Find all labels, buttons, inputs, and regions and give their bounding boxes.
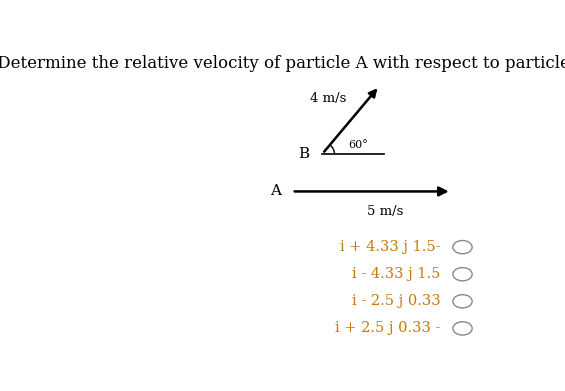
Text: 60°: 60°	[348, 140, 368, 150]
Text: i - 4.33 j 1.5: i - 4.33 j 1.5	[352, 267, 441, 281]
Text: 4 m/s: 4 m/s	[310, 92, 346, 105]
Text: i - 2.5 j 0.33: i - 2.5 j 0.33	[352, 294, 441, 308]
Text: 5 m/s: 5 m/s	[367, 205, 403, 218]
Text: i + 2.5 j 0.33 -: i + 2.5 j 0.33 -	[335, 321, 441, 335]
Text: B: B	[298, 147, 309, 161]
Text: A: A	[270, 185, 281, 199]
Text: .Determine the relative velocity of particle A with respect to particle B: .Determine the relative velocity of part…	[0, 55, 565, 72]
Text: i + 4.33 j 1.5-: i + 4.33 j 1.5-	[340, 240, 441, 254]
